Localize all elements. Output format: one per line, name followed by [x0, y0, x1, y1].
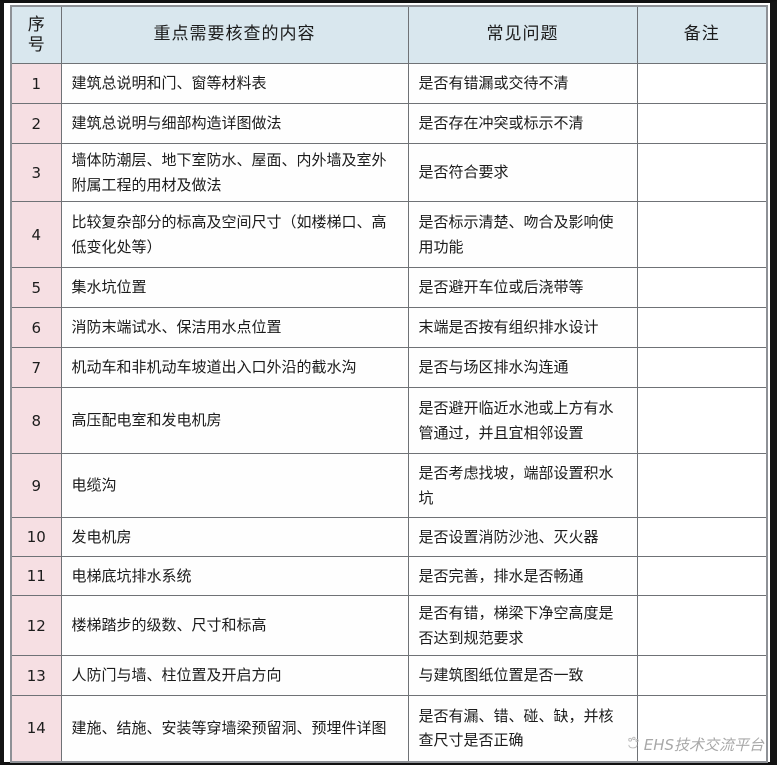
row-problem-cell: 是否完善，排水是否畅通 [407, 556, 638, 596]
row-note-cell [636, 201, 768, 268]
column-header-no: 序 号 [10, 5, 62, 64]
row-index-cell: 8 [10, 387, 62, 454]
row-item-cell: 建施、结施、安装等穿墙梁预留洞、预埋件详图 [60, 695, 409, 762]
table-row: 4 比较复杂部分的标高及空间尺寸（如楼梯口、高低变化处等） 是否标示清楚、吻合及影响… [10, 201, 768, 268]
row-item-cell: 机动车和非机动车坡道出入口外沿的截水沟 [60, 347, 409, 388]
row-note-cell [636, 595, 768, 656]
row-item-cell: 高压配电室和发电机房 [60, 387, 409, 454]
watermark: EHS技术交流平台 [626, 734, 764, 755]
table-body: 1 建筑总说明和门、窗等材料表 是否有错漏或交待不清 2 建筑总说明与细部构造详图做法是… [10, 63, 768, 762]
table-row: 13 人防门与墙、柱位置及开启方向 与建筑图纸位置是否一致 [10, 655, 768, 696]
table-row: 1 建筑总说明和门、窗等材料表 是否有错漏或交待不清 [10, 63, 768, 104]
row-problem-cell: 是否存在冲突或标示不清 [407, 103, 638, 144]
table-row: 6 消防末端试水、保洁用水点位置 末端是否按有组织排水设计 [10, 307, 768, 348]
row-item-cell: 建筑总说明与细部构造详图做法 [60, 103, 409, 144]
row-index-cell: 5 [10, 267, 62, 308]
row-note-cell [636, 453, 768, 518]
row-index-cell: 11 [10, 556, 62, 596]
table-row: 11 电梯底坑排水系统 是否完善，排水是否畅通 [10, 556, 768, 596]
row-note-cell [636, 307, 768, 348]
column-header-note: 备注 [636, 5, 768, 64]
row-item-cell: 比较复杂部分的标高及空间尺寸（如楼梯口、高低变化处等） [60, 201, 409, 268]
row-index-cell: 1 [10, 63, 62, 104]
row-index-cell: 3 [10, 143, 62, 202]
row-note-cell [636, 347, 768, 388]
table-row: 9 电缆沟 是否考虑找坡，端部设置积水坑 [10, 453, 768, 518]
row-note-cell [636, 267, 768, 308]
row-problem-cell: 是否有错，梯梁下净空高度是否达到规范要求 [407, 595, 638, 656]
row-note-cell [636, 556, 768, 596]
row-problem-cell: 是否考虑找坡，端部设置积水坑 [407, 453, 638, 518]
row-item-cell: 发电机房 [60, 517, 409, 557]
row-problem-cell: 是否避开车位或后浇带等 [407, 267, 638, 308]
row-item-cell: 人防门与墙、柱位置及开启方向 [60, 655, 409, 696]
table-container: 序 号 重点需要核查的内容 常见问题 备注 1 建筑总说明和门、窗等材料表 是否有错… [10, 5, 768, 763]
row-problem-cell: 末端是否按有组织排水设计 [407, 307, 638, 348]
header-row: 序 号 重点需要核查的内容 常见问题 备注 [10, 5, 768, 64]
row-index-cell: 13 [10, 655, 62, 696]
row-index-cell: 12 [10, 595, 62, 656]
table-row: 2 建筑总说明与细部构造详图做法 是否存在冲突或标示不清 [10, 103, 768, 144]
table-row: 12 楼梯踏步的级数、尺寸和标高 是否有错，梯梁下净空高度是否达到规范要求 [10, 595, 768, 656]
table-row: 5 集水坑位置 是否避开车位或后浇带等 [10, 267, 768, 308]
checklist-table: 序 号 重点需要核查的内容 常见问题 备注 1 建筑总说明和门、窗等材料表 是否有错… [10, 5, 768, 763]
row-item-cell: 楼梯踏步的级数、尺寸和标高 [60, 595, 409, 656]
row-problem-cell: 是否与场区排水沟连通 [407, 347, 638, 388]
row-note-cell [636, 387, 768, 454]
row-note-cell [636, 655, 768, 696]
row-note-cell [636, 517, 768, 557]
row-note-cell: EHS技术交流平台 [627, 695, 768, 762]
row-index-cell: 14 [10, 695, 62, 762]
row-item-cell: 消防末端试水、保洁用水点位置 [60, 307, 409, 348]
table-row: 3 墙体防潮层、地下室防水、屋面、内外墙及室外附属工程的用材及做法 是否符合要求 [10, 143, 768, 202]
row-index-cell: 6 [10, 307, 62, 348]
row-index-cell: 7 [10, 347, 62, 388]
row-index-cell: 4 [10, 201, 62, 268]
row-problem-cell: 是否有漏、错、碰、缺，并核查尺寸是否正确 [407, 695, 638, 762]
row-item-cell: 集水坑位置 [60, 267, 409, 308]
row-problem-cell: 是否避开临近水池或上方有水管通过，并且宜相邻设置 [407, 387, 638, 454]
table-row: 14 建施、结施、安装等穿墙梁预留洞、预埋件详图 是否有漏、错、碰、缺，并核查尺寸是… [10, 695, 768, 762]
row-index-cell: 2 [10, 103, 62, 144]
row-problem-cell: 是否符合要求 [407, 143, 638, 202]
table-row: 10 发电机房 是否设置消防沙池、灭火器 [10, 517, 768, 557]
row-problem-cell: 是否标示清楚、吻合及影响使用功能 [407, 201, 638, 268]
row-item-cell: 电梯底坑排水系统 [60, 556, 409, 596]
row-item-cell: 电缆沟 [60, 453, 409, 518]
watermark-text: EHS技术交流平台 [643, 735, 764, 754]
row-note-cell [636, 143, 768, 202]
table-header: 序 号 重点需要核查的内容 常见问题 备注 [10, 5, 768, 64]
row-problem-cell: 是否有错漏或交待不清 [407, 63, 638, 104]
table-row: 7 机动车和非机动车坡道出入口外沿的截水沟 是否与场区排水沟连通 [10, 347, 768, 388]
column-header-problem: 常见问题 [407, 5, 638, 64]
column-header-no-line1: 序 [27, 14, 45, 35]
row-note-cell [636, 103, 768, 144]
table-row: 8 高压配电室和发电机房 是否避开临近水池或上方有水管通过，并且宜相邻设置 [10, 387, 768, 454]
row-problem-cell: 与建筑图纸位置是否一致 [407, 655, 638, 696]
column-header-item: 重点需要核查的内容 [60, 5, 409, 64]
row-note-cell [636, 63, 768, 104]
column-header-no-line2: 号 [27, 35, 45, 55]
row-item-cell: 建筑总说明和门、窗等材料表 [60, 63, 409, 104]
row-item-cell: 墙体防潮层、地下室防水、屋面、内外墙及室外附属工程的用材及做法 [60, 143, 409, 202]
row-problem-cell: 是否设置消防沙池、灭火器 [407, 517, 638, 557]
row-index-cell: 10 [10, 517, 62, 557]
row-index-cell: 9 [10, 453, 62, 518]
